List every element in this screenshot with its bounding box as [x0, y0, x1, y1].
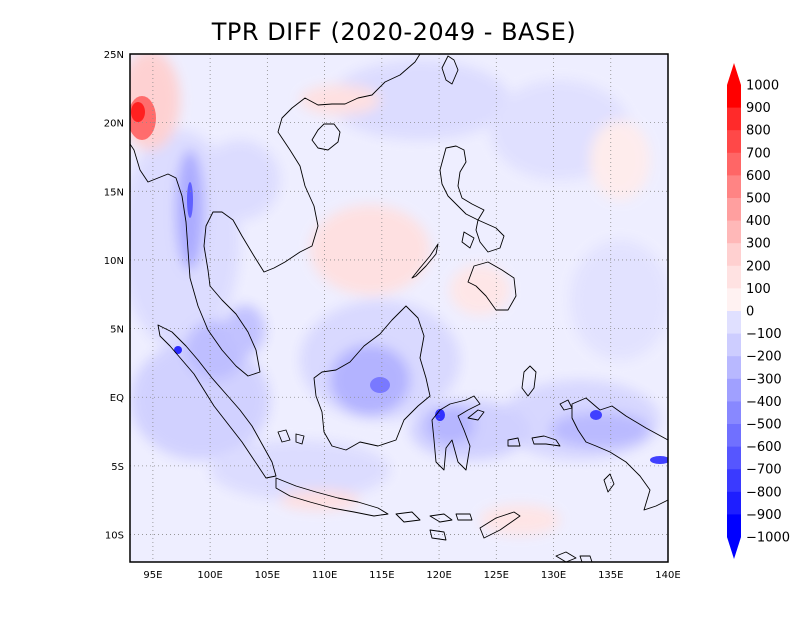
lat-tick-label: 25N: [104, 50, 124, 61]
lon-tick-label: 140E: [655, 570, 680, 581]
coast-palawan: [411, 243, 439, 279]
colorbar-swatch: [727, 130, 741, 154]
colorbar-swatch: [727, 288, 741, 312]
colorbar-swatch: [727, 401, 741, 425]
coast-buru: [507, 437, 521, 447]
coast-borneo: [313, 305, 431, 451]
coast-taiwan: [441, 55, 459, 85]
lon-tick-label: 120E: [426, 570, 451, 581]
lon-tick-label: 110E: [312, 570, 337, 581]
lat-tick-label: 5N: [110, 325, 124, 336]
coast-small-island: [555, 473, 615, 562]
coast-luzon: [439, 145, 485, 221]
colorbar-swatch: [727, 378, 741, 402]
colorbar-swatch: [727, 85, 741, 109]
coast-new-guinea: [571, 397, 668, 511]
coast-sumatra: [157, 324, 277, 479]
colorbar-label: 200: [746, 259, 771, 274]
lat-tick-label: 5S: [111, 462, 124, 473]
colorbar-label: −1000: [746, 531, 790, 546]
colorbar-swatch: [727, 265, 741, 289]
colorbar-label: 900: [746, 101, 771, 116]
colorbar-swatch: [727, 152, 741, 176]
colorbar-label: −900: [746, 508, 782, 523]
lon-tick-label: 130E: [541, 570, 566, 581]
coastlines: [130, 54, 668, 562]
coast-halmahera: [521, 365, 537, 397]
coast-lesser-sunda: [395, 511, 521, 541]
lon-tick-label: 115E: [369, 570, 394, 581]
lon-tick-label: 105E: [255, 570, 280, 581]
colorbar-swatch: [727, 243, 741, 267]
map-gridlines: [130, 54, 668, 562]
colorbar-label: −500: [746, 418, 782, 433]
colorbar-label: 800: [746, 124, 771, 139]
coast-sulawesi: [431, 395, 485, 471]
colorbar-label: 100: [746, 282, 771, 297]
colorbar-label: 0: [746, 305, 754, 320]
colorbar-swatch: [727, 107, 741, 131]
colorbar-swatch: [727, 446, 741, 470]
coast-mindanao: [467, 261, 517, 311]
colorbar-label: −800: [746, 485, 782, 500]
colorbar-swatch: [727, 198, 741, 222]
colorbar-label: −200: [746, 350, 782, 365]
coast-small-island-2: [277, 399, 573, 445]
lat-tick-label: 10S: [105, 531, 124, 542]
colorbar-label: −300: [746, 372, 782, 387]
lat-tick-label: 20N: [104, 119, 124, 130]
colorbar-label: −100: [746, 327, 782, 342]
coast-java: [275, 477, 389, 517]
map-frame: [129, 53, 669, 563]
colorbar-label: −600: [746, 440, 782, 455]
lat-tick-label: EQ: [110, 393, 124, 404]
lon-tick-labels: 95E 100E 105E 110E 115E 120E 125E 130E 135E 140E: [143, 570, 680, 581]
lon-tick-label: 135E: [598, 570, 623, 581]
colorbar-label: −400: [746, 395, 782, 410]
colorbar-label: −700: [746, 463, 782, 478]
colorbar-label: 1000: [746, 79, 779, 94]
colorbar-label: 400: [746, 214, 771, 229]
colorbar-swatch: [727, 424, 741, 448]
colorbar-label: 300: [746, 237, 771, 252]
coast-visayas: [461, 219, 505, 253]
colorbar-swatch: [727, 311, 741, 335]
colorbar-arrow-bottom: [727, 537, 741, 559]
colorbar-label: 600: [746, 169, 771, 184]
lat-tick-labels: 25N 20N 15N 10N 5N EQ 5S 10S: [104, 50, 124, 542]
chart-title: TPR DIFF (2020-2049 - BASE): [211, 18, 577, 46]
colorbar-swatch: [727, 469, 741, 493]
colorbar-label: 500: [746, 192, 771, 207]
colorbar: 10009008007006005004003002001000−100−200…: [727, 63, 790, 559]
colorbar-swatch: [727, 220, 741, 244]
colorbar-swatch: [727, 356, 741, 380]
colorbar-swatch: [727, 491, 741, 515]
coast-mainland: [130, 54, 421, 377]
lon-tick-label: 100E: [197, 570, 222, 581]
coast-seram: [531, 435, 561, 447]
colorbar-swatch: [727, 333, 741, 357]
coast-hainan: [311, 123, 341, 151]
lon-tick-label: 95E: [143, 570, 162, 581]
lat-tick-label: 10N: [104, 256, 124, 267]
lat-tick-label: 15N: [104, 187, 124, 198]
colorbar-swatch: [727, 514, 741, 538]
lon-tick-label: 125E: [484, 570, 509, 581]
colorbar-label: 700: [746, 146, 771, 161]
colorbar-swatch: [727, 175, 741, 199]
colorbar-arrow-top: [727, 63, 741, 85]
